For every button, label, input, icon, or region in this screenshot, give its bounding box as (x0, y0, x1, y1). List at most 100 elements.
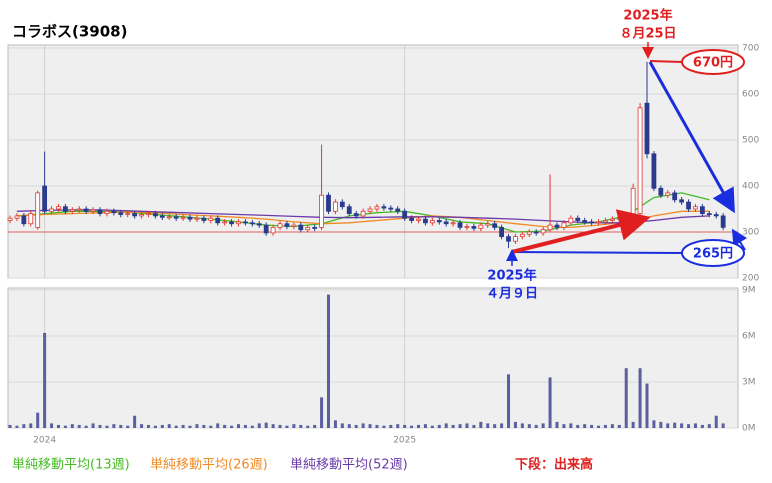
volume-bar (223, 424, 227, 428)
candle-body (97, 209, 103, 214)
volume-bar (15, 425, 19, 428)
y-tick-label: 700 (742, 44, 759, 54)
candle-body (194, 217, 200, 220)
volume-bar (444, 423, 448, 428)
y-tick-label: 600 (742, 90, 759, 100)
annotation: 265円 (693, 247, 733, 262)
candle-body (201, 217, 207, 221)
annotation: 2025年 (623, 8, 672, 24)
volume-bar (631, 421, 635, 428)
volume-bar (43, 332, 47, 428)
volume-bar (597, 425, 601, 428)
volume-bar (8, 424, 12, 428)
volume-bar (56, 424, 60, 428)
volume-bar (472, 424, 476, 428)
volume-bar (202, 424, 206, 428)
volume-bar (507, 374, 511, 428)
candle-body (436, 220, 442, 223)
volume-bar (451, 424, 455, 428)
candle-body (270, 226, 276, 234)
volume-bar (389, 424, 393, 428)
candle-body (651, 153, 657, 189)
candle-body (464, 226, 470, 228)
volume-bar (167, 424, 171, 428)
candle-body (277, 223, 283, 228)
candle-body (637, 107, 643, 215)
candle-body (236, 221, 241, 225)
candle-body (720, 215, 726, 228)
legend-label: 単純移動平均(52週) (290, 457, 408, 473)
candle-body (492, 223, 498, 228)
volume-bar (160, 424, 164, 428)
annotation: 2025年 (487, 268, 536, 284)
candle-body (533, 231, 539, 234)
candle-body (132, 213, 138, 217)
candle-body (229, 221, 234, 225)
candle-body (686, 201, 691, 210)
candle-body (21, 215, 27, 225)
volume-label: 下段：出来高 (515, 457, 593, 473)
volume-bar (375, 424, 379, 428)
volume-bar (659, 421, 663, 428)
callout (681, 239, 745, 267)
volume-bar (63, 425, 67, 428)
volume-bar (590, 424, 594, 428)
connector (511, 251, 683, 254)
volume-bar (146, 424, 150, 428)
volume-bar (707, 424, 711, 428)
y-tick-label: 0M (742, 424, 756, 434)
candle-body (402, 210, 408, 219)
volume-bar (569, 423, 573, 428)
volume-bar (153, 425, 157, 428)
volume-bar (486, 423, 490, 428)
candle-body (519, 233, 525, 238)
volume-bar (320, 397, 324, 428)
candle-body (49, 208, 54, 212)
candle-body (644, 102, 650, 155)
volume-bar (29, 423, 33, 428)
candle-body (104, 210, 110, 215)
volume-bar (479, 421, 483, 428)
volume-bar (299, 424, 303, 428)
candle-body (118, 212, 124, 215)
candle-body (665, 192, 671, 196)
volume-bar (195, 424, 199, 428)
candle-body (596, 221, 601, 224)
y-tick-label: 3M (742, 378, 756, 388)
volume-bar (333, 420, 337, 428)
volume-bar (306, 425, 310, 428)
candle-body (111, 210, 117, 214)
volume-bar (50, 423, 54, 428)
volume-bar (527, 424, 531, 428)
candle-body (284, 223, 290, 227)
volume-bar (645, 383, 649, 428)
volume-bar (126, 425, 130, 428)
volume-bar (382, 425, 386, 428)
candle-body (547, 224, 553, 231)
candle-body (603, 220, 608, 223)
candle-body (173, 216, 179, 219)
candle-body (166, 216, 172, 219)
volume-bar (236, 424, 240, 428)
volume-bar (292, 424, 296, 428)
candle-body (450, 222, 456, 225)
candle-body (423, 218, 428, 224)
volume-bar (77, 424, 81, 428)
volume-bar (133, 415, 137, 428)
candle-body (630, 187, 636, 217)
candle-body (208, 217, 214, 221)
volume-bar (271, 424, 275, 428)
volume-bar (368, 424, 372, 428)
volume-bar (410, 425, 414, 428)
volume-bar (105, 425, 109, 428)
volume-bar (243, 424, 247, 428)
candle-body (28, 213, 34, 225)
candle-body (83, 208, 89, 212)
volume-bar (285, 425, 289, 428)
volume-bar (520, 423, 524, 428)
volume-bar (257, 423, 261, 428)
candle-body (7, 217, 13, 221)
annotations: 2025年 ８月25日 670円 265円 2025年 ４月９日 (486, 8, 748, 302)
candle-body (672, 192, 678, 201)
candle-body (457, 222, 463, 228)
